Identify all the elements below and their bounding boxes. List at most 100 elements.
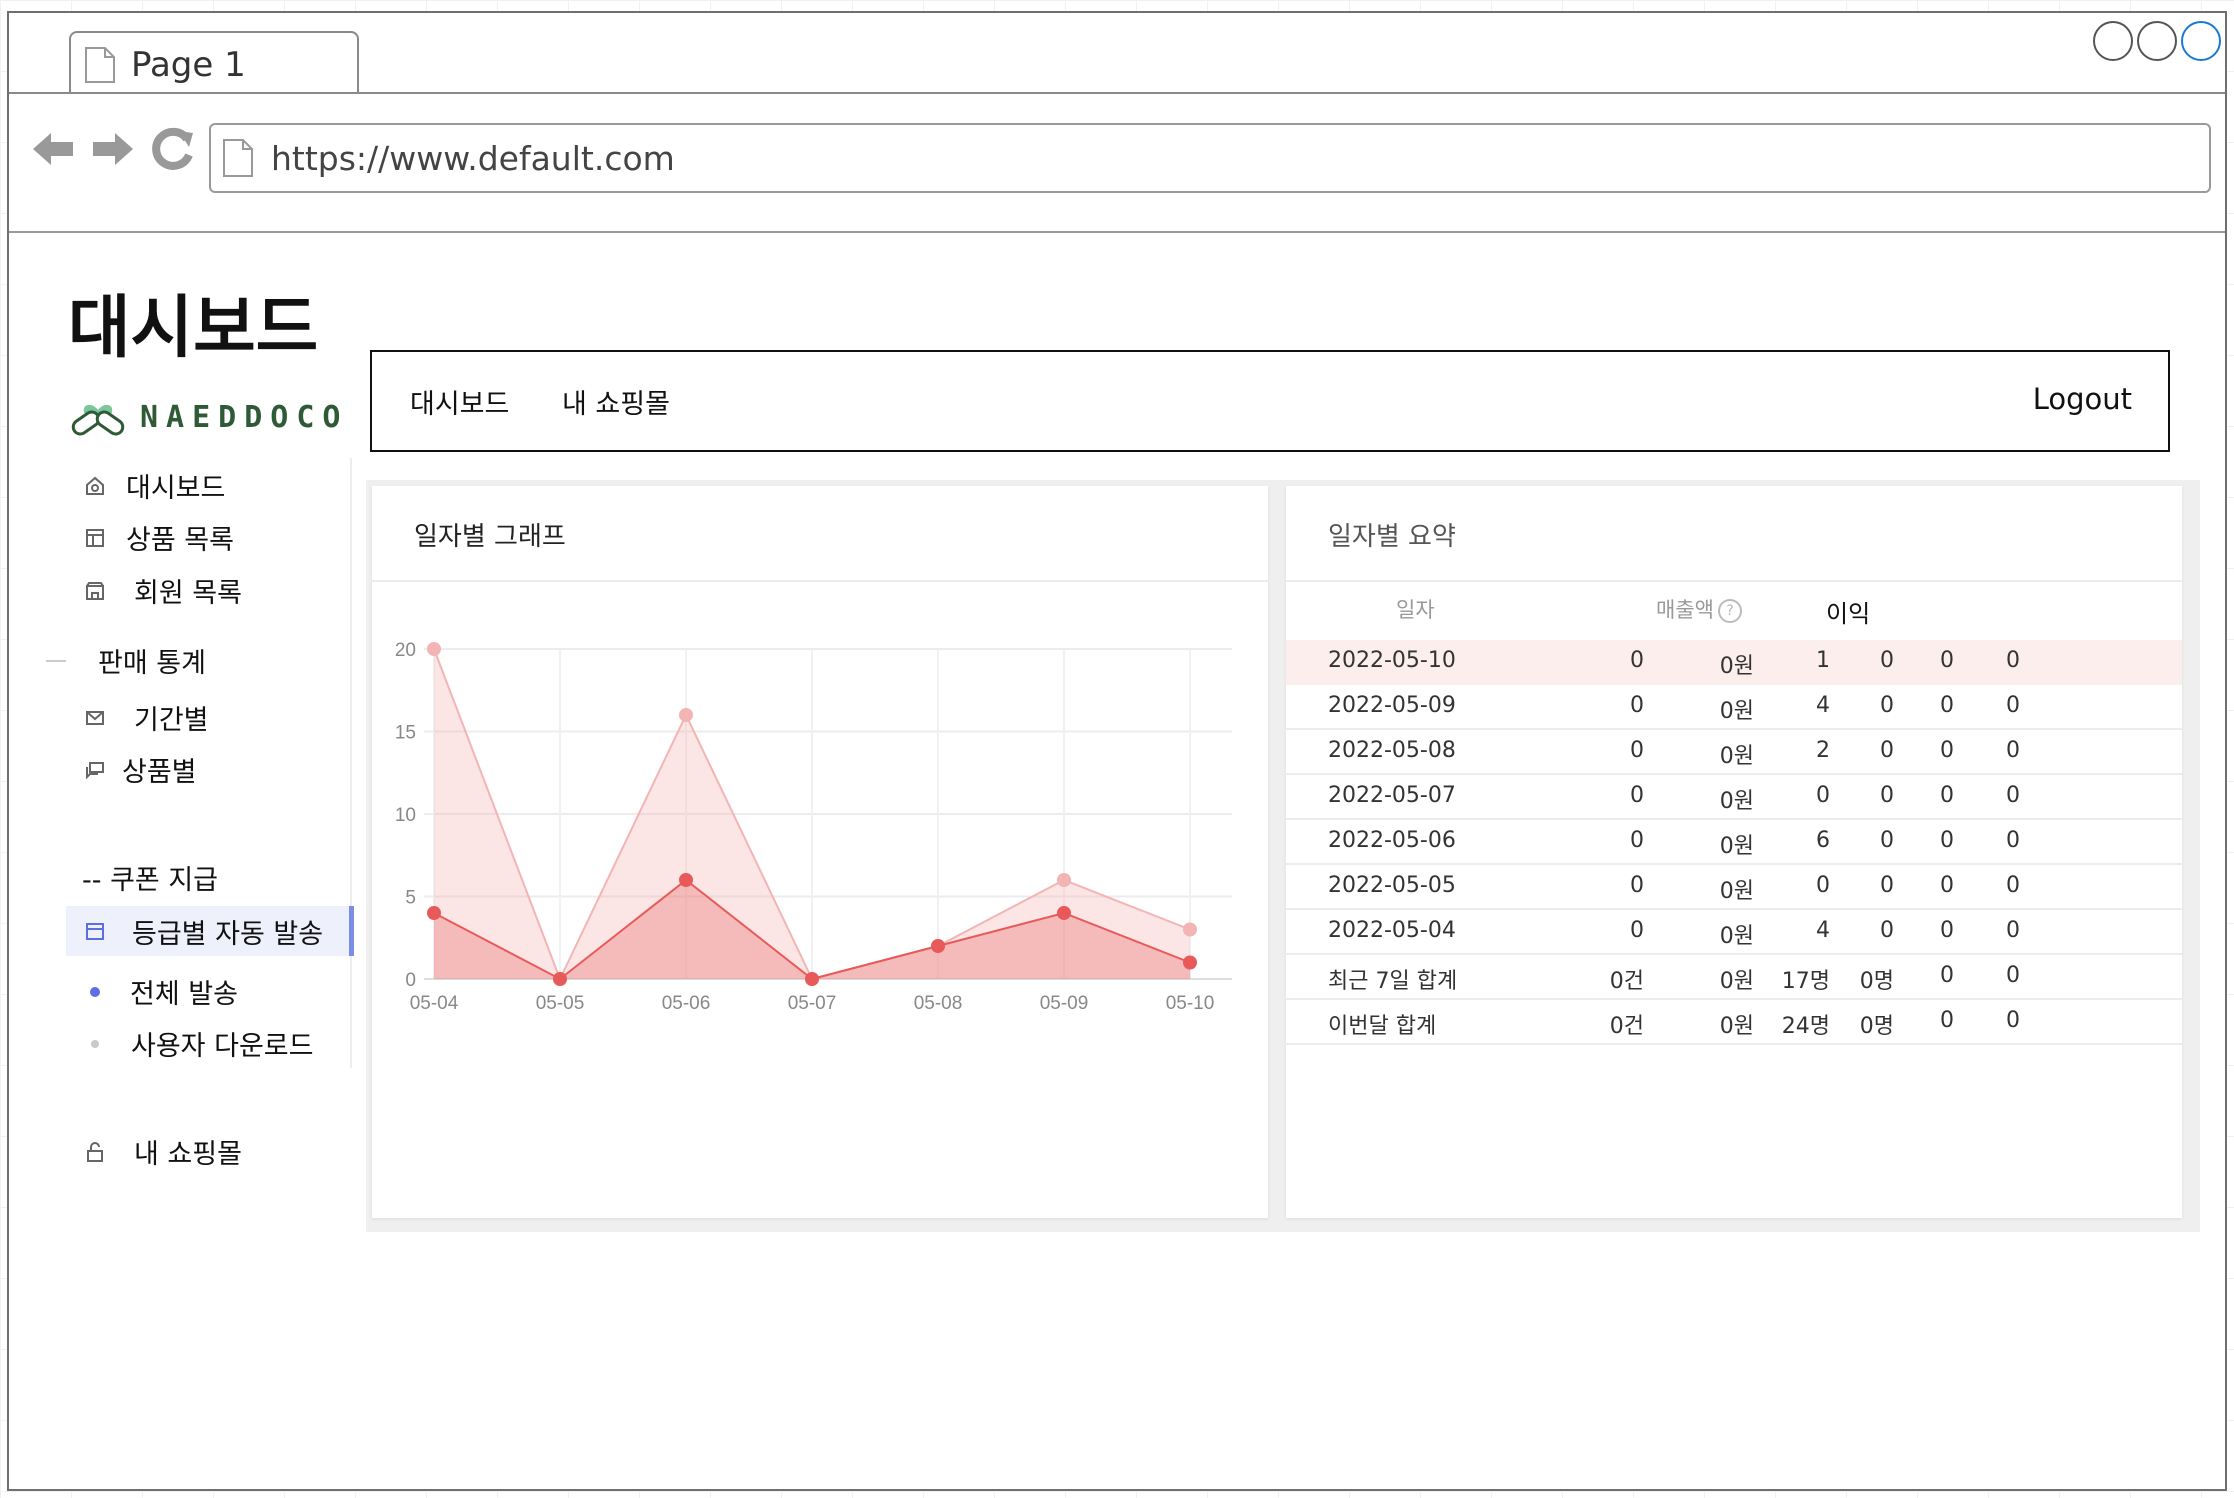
- chat-icon: [86, 761, 104, 779]
- sidebar-item-products[interactable]: 상품 목록: [84, 518, 234, 557]
- topnav-link-my-shop[interactable]: 내 쇼핑몰: [562, 389, 670, 420]
- card-divider: [372, 580, 1268, 582]
- window-close-button[interactable]: [2181, 21, 2221, 61]
- table-row[interactable]: 2022-05-08 0 0원 2 0 0 0: [1286, 730, 2182, 775]
- table-cell: 0원: [1719, 699, 1754, 724]
- card-title: 일자별 그래프: [414, 522, 566, 552]
- table-cell: 0명: [1859, 1014, 1894, 1039]
- table-cell-date: 이번달 합계: [1328, 1014, 1437, 1039]
- sidebar-item-by-product[interactable]: 상품별: [84, 750, 197, 789]
- topnav-link-dashboard[interactable]: 대시보드: [410, 389, 510, 420]
- logo-icon: [71, 404, 125, 436]
- table-cell-date: 2022-05-07: [1328, 783, 1456, 808]
- table-cell: 0: [1940, 783, 1954, 808]
- browser-nav: [29, 125, 195, 173]
- table-cell: 0건: [1609, 969, 1644, 994]
- dash-icon: [46, 659, 66, 662]
- table-cell: 0: [2006, 738, 2020, 763]
- y-tick-label: 0: [405, 970, 416, 991]
- y-tick-label: 5: [405, 888, 416, 909]
- table-cell: 0원: [1719, 879, 1754, 904]
- table-cell: 4: [1816, 693, 1830, 718]
- reload-icon[interactable]: [149, 125, 195, 173]
- table-cell: 0원: [1719, 969, 1754, 994]
- y-tick-label: 20: [395, 640, 416, 661]
- table-row[interactable]: 2022-05-04 0 0원 4 0 0 0: [1286, 910, 2182, 955]
- table-cell: 0: [1630, 873, 1644, 898]
- series-area-2: [434, 880, 1190, 979]
- sidebar-item-members[interactable]: 회원 목록: [84, 571, 242, 610]
- table-row[interactable]: 최근 7일 합계 0건 0원 17명 0명 0 0: [1286, 955, 2182, 1000]
- daily-area-chart: 0 5 10 15 20 05-04 05-05 05-06 05-07 05-08 05-09 05…: [395, 640, 1232, 1014]
- table-row[interactable]: 2022-05-10 0 0원 1 0 0 0: [1286, 640, 2182, 685]
- table-row[interactable]: 2022-05-05 0 0원 0 0 0 0: [1286, 865, 2182, 910]
- table-cell: 0: [1940, 648, 1954, 673]
- sidebar-item-label: 상품 목록: [126, 525, 234, 556]
- window-maximize-button[interactable]: [2137, 21, 2177, 61]
- forward-arrow-icon[interactable]: [89, 125, 137, 173]
- table-cell: 0원: [1719, 924, 1754, 949]
- data-point: [805, 972, 819, 986]
- table-cell-date: 2022-05-08: [1328, 738, 1456, 763]
- sidebar-item-grade-auto-send[interactable]: 등급별 자동 발송: [66, 906, 354, 956]
- table-cell: 0: [2006, 918, 2020, 943]
- table-row[interactable]: 2022-05-06 0 0원 6 0 0 0: [1286, 820, 2182, 865]
- column-header-date: 일자: [1396, 598, 1435, 622]
- page-icon: [85, 47, 115, 83]
- table-cell: 0: [2006, 828, 2020, 853]
- logout-button[interactable]: Logout: [2032, 382, 2132, 416]
- table-cell: 0: [1940, 1008, 1954, 1033]
- sidebar-item-by-period[interactable]: 기간별: [84, 698, 209, 737]
- table-cell: 0: [1816, 873, 1830, 898]
- table-row[interactable]: 2022-05-09 0 0원 4 0 0 0: [1286, 685, 2182, 730]
- y-tick-label: 10: [395, 805, 416, 826]
- sidebar-item-label: 회원 목록: [134, 578, 242, 609]
- sidebar-item-label: -- 쿠폰 지급: [82, 865, 219, 896]
- x-tick-label: 05-10: [1166, 993, 1215, 1014]
- sidebar-section-sales-stats[interactable]: 판매 통계: [46, 641, 206, 680]
- sidebar-item-send-all[interactable]: 전체 발송: [90, 972, 238, 1011]
- x-tick-label: 05-05: [536, 993, 585, 1014]
- table-cell: 0원: [1719, 834, 1754, 859]
- table-cell: 0: [1816, 783, 1830, 808]
- column-header-sales: 매출액?: [1656, 594, 1742, 624]
- table-cell: 1: [1816, 648, 1830, 673]
- table-cell: 4: [1816, 918, 1830, 943]
- data-point: [931, 939, 945, 953]
- table-row[interactable]: 2022-05-07 0 0원 0 0 0 0: [1286, 775, 2182, 820]
- dot-icon: [91, 1039, 99, 1048]
- table-cell: 0: [1940, 918, 1954, 943]
- table-cell: 0원: [1719, 1014, 1754, 1039]
- sidebar-item-dashboard[interactable]: 대시보드: [84, 466, 225, 505]
- table-cell: 0: [1940, 963, 1954, 988]
- table-cell-date: 최근 7일 합계: [1328, 969, 1458, 994]
- sidebar-item-user-download[interactable]: 사용자 다운로드: [91, 1024, 313, 1063]
- table-cell: 0: [1880, 873, 1894, 898]
- sidebar-section-coupon[interactable]: -- 쿠폰 지급: [82, 858, 218, 897]
- lock-icon: [87, 1141, 103, 1162]
- store-icon: [86, 581, 104, 600]
- table-cell: 0: [1630, 918, 1644, 943]
- help-icon[interactable]: ?: [1717, 599, 1742, 623]
- table-cell: 0: [1880, 693, 1894, 718]
- address-bar[interactable]: https://www.default.com: [209, 123, 2211, 193]
- sidebar-item-my-shop[interactable]: 내 쇼핑몰: [84, 1132, 242, 1171]
- table-cell: 0: [1630, 783, 1644, 808]
- table-cell-date: 2022-05-06: [1328, 828, 1456, 853]
- table-row[interactable]: 이번달 합계 0건 0원 24명 0명 0 0: [1286, 1000, 2182, 1045]
- table-cell-date: 2022-05-10: [1328, 648, 1456, 673]
- browser-tab[interactable]: Page 1: [69, 31, 359, 93]
- column-header-profit: 이익: [1826, 600, 1871, 628]
- sidebar-item-label: 사용자 다운로드: [131, 1031, 314, 1062]
- window-minimize-button[interactable]: [2093, 21, 2133, 61]
- x-tick-label: 05-08: [914, 993, 963, 1014]
- home-icon: [86, 476, 104, 495]
- table-cell: 0: [1880, 738, 1894, 763]
- data-point: [1183, 922, 1197, 937]
- mail-icon: [86, 710, 104, 725]
- back-arrow-icon[interactable]: [29, 125, 77, 173]
- table-cell: 0: [2006, 783, 2020, 808]
- brand-name: NAEDDOCO: [140, 399, 349, 435]
- card-title: 일자별 요약: [1328, 522, 1456, 552]
- brand-logo[interactable]: NAEDDOCO: [70, 392, 349, 442]
